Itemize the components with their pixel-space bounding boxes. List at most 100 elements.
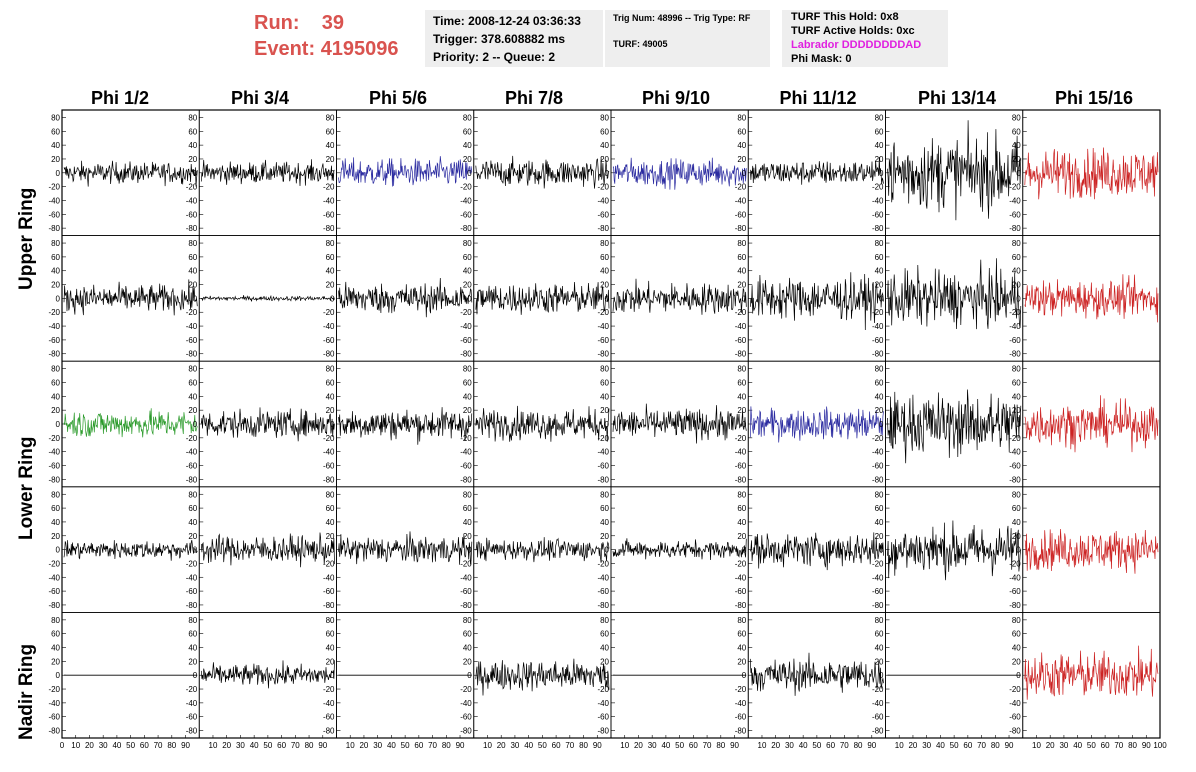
- x-tick-label: 60: [414, 741, 423, 750]
- y-tick-label: 60: [875, 253, 884, 262]
- y-tick-label: -20: [1009, 559, 1021, 568]
- y-tick-label: -20: [597, 308, 609, 317]
- y-tick-label: 20: [51, 281, 60, 290]
- y-tick-label: 60: [463, 253, 472, 262]
- y-tick-label: 60: [737, 504, 746, 513]
- y-tick-label: 20: [1012, 281, 1021, 290]
- x-tick-label: 50: [1087, 741, 1096, 750]
- y-tick-label: -40: [597, 322, 609, 331]
- y-tick-label: -80: [186, 601, 198, 610]
- y-tick-label: -40: [323, 573, 335, 582]
- x-tick-label: 50: [401, 741, 410, 750]
- y-tick-label: -60: [460, 462, 472, 471]
- y-tick-label: 40: [600, 267, 609, 276]
- y-tick-label: 80: [188, 365, 197, 374]
- y-tick-label: 60: [1012, 127, 1021, 136]
- y-tick-label: -80: [597, 601, 609, 610]
- y-tick-label: -60: [597, 210, 609, 219]
- panel-frame: [1022, 486, 1161, 613]
- y-tick-label: -20: [597, 685, 609, 694]
- y-tick-label: -80: [735, 727, 747, 736]
- y-tick-label: -60: [323, 210, 335, 219]
- x-tick-label: 30: [236, 741, 245, 750]
- y-tick-label: -40: [323, 448, 335, 457]
- y-tick-label: -60: [872, 587, 884, 596]
- x-tick-label: 50: [126, 741, 135, 750]
- x-tick-label: 20: [771, 741, 780, 750]
- x-tick-label: 40: [661, 741, 670, 750]
- y-tick-label: -40: [460, 196, 472, 205]
- y-tick-label: -40: [186, 448, 198, 457]
- row-label-upper-ring: Upper Ring: [16, 187, 37, 290]
- y-tick-label: 20: [326, 406, 335, 415]
- y-tick-label: 60: [51, 127, 60, 136]
- waveform-trace: [200, 407, 335, 442]
- x-tick-label: 10: [209, 741, 218, 750]
- y-tick-label: -40: [597, 573, 609, 582]
- y-tick-label: 40: [600, 392, 609, 401]
- trigger-text: Trigger: 378.608882 ms: [433, 32, 566, 46]
- y-tick-label: 0: [193, 671, 198, 680]
- y-tick-label: -40: [48, 196, 60, 205]
- y-tick-label: 20: [51, 406, 60, 415]
- y-tick-label: 60: [188, 127, 197, 136]
- x-tick-label: 20: [497, 741, 506, 750]
- y-tick-label: 0: [879, 169, 884, 178]
- y-tick-label: 0: [742, 169, 747, 178]
- y-tick-label: -40: [186, 573, 198, 582]
- x-tick-label: 20: [359, 741, 368, 750]
- y-tick-label: -60: [597, 713, 609, 722]
- waveform-trace: [200, 660, 335, 689]
- y-tick-label: -40: [186, 196, 198, 205]
- x-tick-label: 60: [689, 741, 698, 750]
- y-tick-label: 80: [326, 616, 335, 625]
- waveform-trace: [200, 532, 335, 568]
- y-tick-label: -80: [186, 224, 198, 233]
- y-tick-label: -80: [597, 350, 609, 359]
- y-tick-label: 60: [463, 127, 472, 136]
- y-tick-label: -60: [597, 336, 609, 345]
- y-tick-label: 20: [737, 657, 746, 666]
- y-tick-label: 80: [188, 113, 197, 122]
- waveform-trace: [338, 407, 473, 445]
- y-tick-label: 60: [1012, 253, 1021, 262]
- y-tick-label: 0: [56, 420, 61, 429]
- y-tick-label: -80: [872, 475, 884, 484]
- y-tick-label: -20: [597, 183, 609, 192]
- waveform-trace: [475, 537, 610, 563]
- y-tick-label: -20: [186, 434, 198, 443]
- y-tick-label: 20: [737, 532, 746, 541]
- time-panel: Time: 2008-12-24 03:36:33 Trigger: 378.6…: [425, 10, 603, 67]
- x-tick-label: 20: [1046, 741, 1055, 750]
- y-tick-label: 40: [463, 141, 472, 150]
- y-tick-label: 20: [737, 155, 746, 164]
- y-tick-label: 20: [1012, 532, 1021, 541]
- waveform-trace: [1024, 528, 1159, 574]
- y-tick-label: -60: [460, 210, 472, 219]
- y-tick-label: 60: [326, 253, 335, 262]
- y-tick-label: -80: [872, 224, 884, 233]
- waveform-trace: [887, 520, 1022, 581]
- turf-active-text: TURF Active Holds: 0xc: [791, 25, 915, 37]
- y-tick-label: -80: [460, 601, 472, 610]
- y-tick-label: -60: [735, 336, 747, 345]
- y-tick-label: -40: [323, 699, 335, 708]
- y-tick-label: 60: [51, 253, 60, 262]
- x-tick-label: 90: [1005, 741, 1014, 750]
- x-tick-label: 100: [1153, 741, 1167, 750]
- y-tick-label: -20: [323, 685, 335, 694]
- y-tick-label: -40: [460, 573, 472, 582]
- y-tick-label: -80: [48, 601, 60, 610]
- y-tick-label: -40: [872, 196, 884, 205]
- y-tick-label: -80: [872, 727, 884, 736]
- y-tick-label: 60: [875, 378, 884, 387]
- run-event-box: Run: 39 Event: 4195096: [254, 10, 399, 62]
- y-tick-label: -60: [1009, 713, 1021, 722]
- y-tick-label: -80: [460, 224, 472, 233]
- y-tick-label: 20: [463, 657, 472, 666]
- y-tick-label: -80: [735, 224, 747, 233]
- x-tick-label: 20: [634, 741, 643, 750]
- y-tick-label: 60: [463, 630, 472, 639]
- y-tick-label: -20: [872, 183, 884, 192]
- waveform-trace: [338, 277, 473, 318]
